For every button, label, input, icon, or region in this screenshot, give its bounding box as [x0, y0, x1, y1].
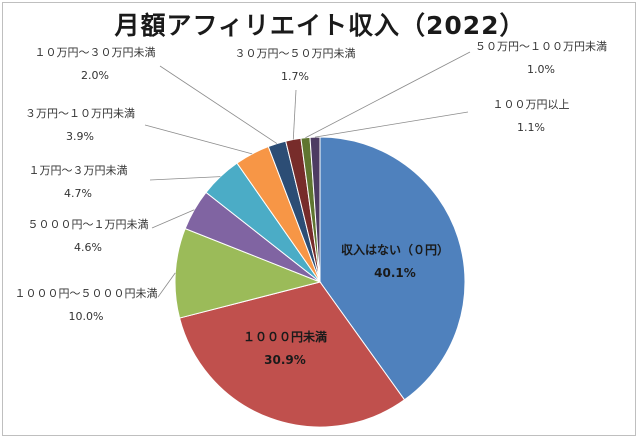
slice-label-2: １０００円未満: [243, 329, 327, 344]
slice-value-6: 3.9%: [66, 130, 94, 143]
slice-label-1: 収入はない（０円）: [341, 242, 449, 257]
slice-label-3: １０００円～５０００円未満: [15, 287, 158, 300]
slice-value-9: 1.0%: [527, 63, 555, 76]
leader-line-6: [144, 124, 253, 155]
leader-line-8: [292, 89, 297, 140]
pie-slice-2: [178, 281, 406, 428]
leader-line-9: [305, 51, 471, 139]
slice-label-9: ５０万円～１００万円未満: [475, 40, 607, 53]
slice-value-8: 1.7%: [281, 70, 309, 83]
slice-value-4: 4.6%: [74, 241, 102, 254]
leader-line-5: [149, 176, 221, 181]
slice-value-5: 4.7%: [64, 187, 92, 200]
slice-label-4: ５０００円～１万円未満: [28, 218, 149, 231]
slice-value-7: 2.0%: [81, 69, 109, 82]
slice-label-8: ３０万円～５０万円未満: [235, 47, 356, 60]
leader-line-10: [314, 111, 469, 138]
slice-value-1: 40.1%: [374, 266, 416, 280]
leader-line-4: [151, 209, 195, 229]
slice-value-2: 30.9%: [264, 353, 306, 367]
slice-label-10: １００万円以上: [493, 98, 570, 111]
slice-label-6: ３万円～１０万円未満: [25, 107, 135, 120]
leader-line-7: [159, 65, 278, 144]
leader-line-3: [157, 272, 176, 298]
pie-slice-10: [309, 136, 321, 283]
pie-slice-1: [319, 136, 466, 401]
slice-value-10: 1.1%: [517, 121, 545, 134]
slice-value-3: 10.0%: [69, 310, 104, 323]
chart-title: 月額アフィリエイト収入（2022）: [114, 11, 526, 40]
slice-label-7: １０万円～３０万円未満: [35, 46, 156, 59]
slice-label-5: １万円～３万円未満: [29, 164, 128, 177]
